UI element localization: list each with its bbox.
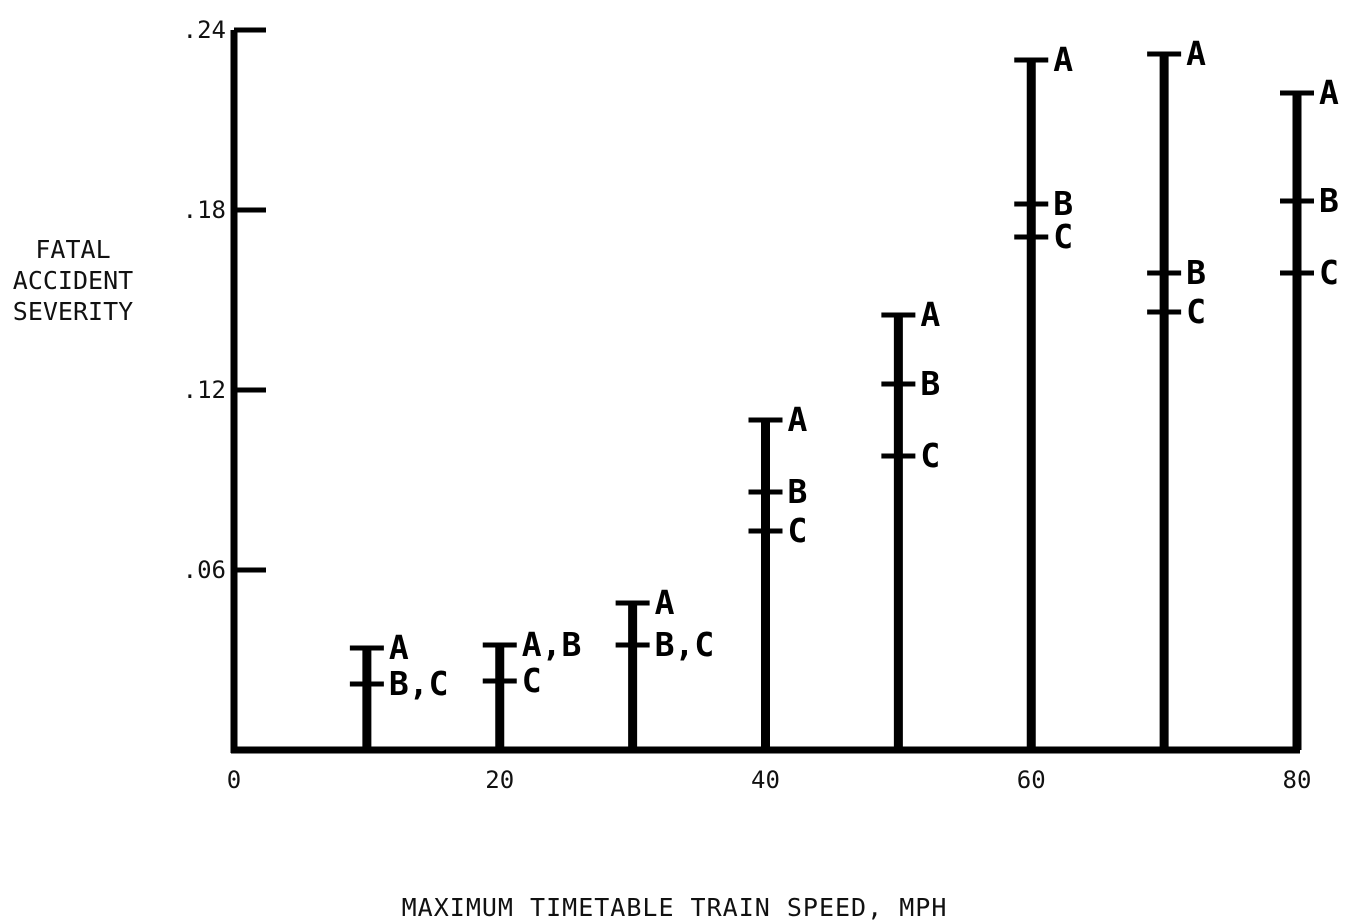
bar-mark-label: B: [920, 364, 940, 403]
bar-mark-label: A: [1319, 73, 1339, 112]
x-tick-label: 20: [485, 766, 514, 794]
bar-mark-label: B: [788, 472, 808, 511]
y-tick-label: .06: [183, 556, 226, 584]
x-tick-label: 60: [1017, 766, 1046, 794]
bar-mark-label: C: [1319, 253, 1339, 292]
bar-mark-label: B: [1053, 184, 1073, 223]
bar-mark-label: A: [389, 628, 409, 667]
x-tick-label: 0: [227, 766, 241, 794]
bar-mark-label: C: [1053, 217, 1073, 256]
y-tick-label: .24: [183, 16, 226, 44]
bar-mark-label: B,C: [655, 625, 715, 664]
y-axis-title: FATAL ACCIDENT SEVERITY: [0, 234, 146, 327]
y-tick-label: .12: [183, 376, 226, 404]
bar-mark-label: C: [920, 436, 940, 475]
x-axis-title: MAXIMUM TIMETABLE TRAIN SPEED, MPH: [401, 893, 948, 922]
bar-mark-label: C: [1186, 292, 1206, 331]
y-axis-title-line: ACCIDENT: [12, 266, 134, 295]
bar-mark-label: A: [1053, 40, 1073, 79]
x-tick-label: 40: [751, 766, 780, 794]
bar-mark-label: C: [788, 511, 808, 550]
bar-mark-label: A: [655, 583, 675, 622]
y-tick-label: .18: [183, 196, 226, 224]
bar-mark-label: B: [1319, 181, 1339, 220]
bar-mark-label: A: [1186, 34, 1206, 73]
x-tick-label: 80: [1283, 766, 1312, 794]
y-axis-title-line: SEVERITY: [12, 297, 134, 326]
bar-mark-label: A,B: [522, 625, 582, 664]
y-axis-title-line: FATAL: [35, 235, 111, 264]
bar-mark-label: A: [920, 295, 940, 334]
bar-mark-label: A: [788, 400, 808, 439]
bar-mark-label: B,C: [389, 664, 449, 703]
bar-mark-label: C: [522, 661, 542, 700]
bar-mark-label: B: [1186, 253, 1206, 292]
